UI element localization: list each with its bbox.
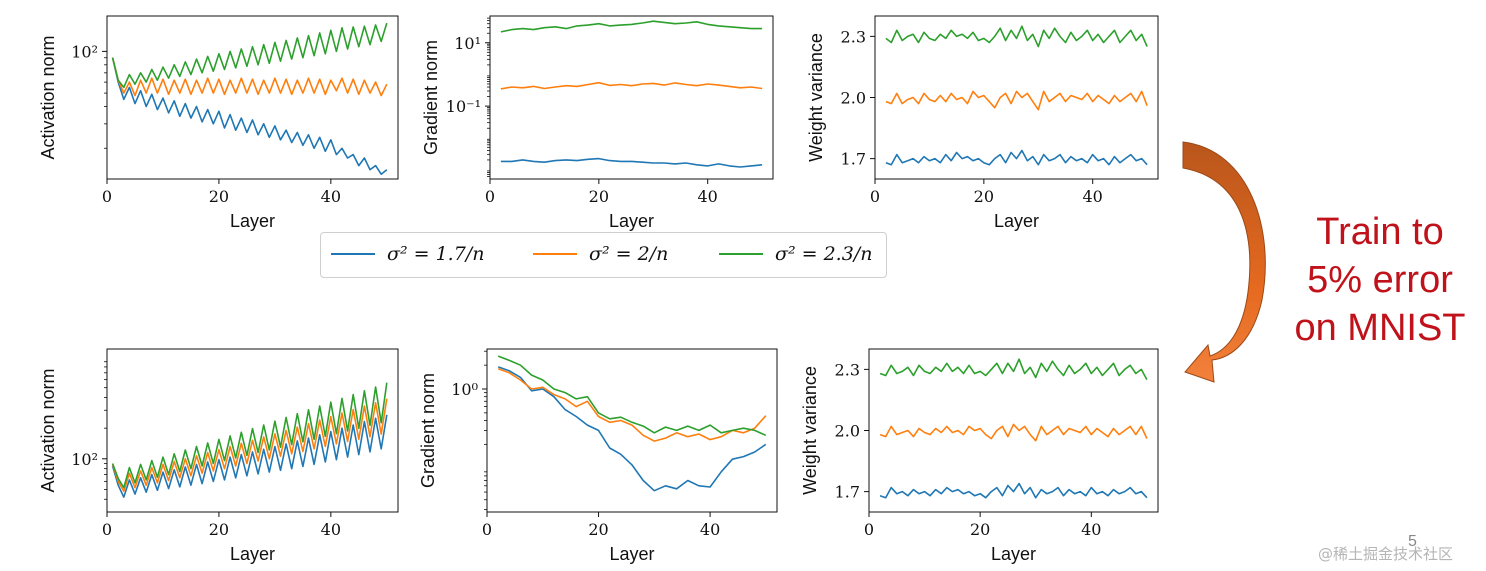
before-gradient-chart: 0 20 40 10¹ 10⁻¹ Layer Gradient norm bbox=[421, 15, 774, 231]
y-tick-label: 10¹ bbox=[454, 34, 481, 53]
legend-swatch-blue bbox=[331, 253, 375, 255]
legend-item-sigma-2: σ² = 2/n bbox=[533, 243, 668, 265]
before-gradient-series-line-1 bbox=[500, 157, 763, 168]
x-tick-label: 40 bbox=[321, 187, 341, 206]
x-tick-label: 40 bbox=[321, 520, 341, 539]
x-tick-label: 20 bbox=[974, 187, 994, 206]
legend-swatch-orange bbox=[533, 253, 577, 255]
legend-swatch-green bbox=[719, 253, 763, 255]
before-gradient-axes-frame bbox=[489, 15, 774, 180]
x-tick-label: 20 bbox=[209, 520, 229, 539]
x-tick-label: 20 bbox=[970, 520, 990, 539]
y-tick-label: 10² bbox=[71, 450, 98, 469]
x-tick-label: 0 bbox=[864, 520, 874, 539]
before-weight-y-axis-label: Weight variance bbox=[806, 33, 826, 162]
before-weight-series-line-2 bbox=[885, 90, 1148, 111]
before-activation-axes-frame bbox=[106, 15, 399, 180]
y-tick-label: 2.0 bbox=[835, 422, 860, 441]
legend-item-sigma-2-3: σ² = 2.3/n bbox=[719, 243, 872, 265]
after-activation-series-line-2 bbox=[111, 398, 388, 493]
after-weight-y-axis-label: Weight variance bbox=[800, 366, 820, 495]
before-gradient-y-axis-label: Gradient norm bbox=[421, 40, 441, 155]
x-tick-label: 40 bbox=[1083, 187, 1103, 206]
before-weight-series-line-3 bbox=[885, 25, 1148, 48]
before-activation-chart: 0 20 40 10² Layer Activation norm bbox=[38, 15, 399, 231]
after-weight-chart: 0 20 40 1.7 2.0 2.3 Layer Weight variance bbox=[800, 348, 1159, 564]
after-weight-series-line-2 bbox=[879, 423, 1148, 442]
after-activation-series-line-1 bbox=[111, 414, 388, 498]
before-activation-series-line-3 bbox=[111, 22, 388, 89]
x-tick-label: 0 bbox=[102, 187, 112, 206]
page-number: 5 bbox=[1408, 533, 1417, 550]
before-activation-x-axis-label: Layer bbox=[230, 211, 275, 231]
watermark: @稀土掘金技术社区 bbox=[1318, 545, 1454, 563]
after-gradient-chart: 0 20 40 10⁰ Layer Gradient norm bbox=[418, 348, 778, 564]
x-tick-label: 0 bbox=[102, 520, 112, 539]
y-tick-label: 1.7 bbox=[835, 483, 860, 502]
after-weight-series-line-1 bbox=[879, 482, 1148, 499]
before-weight-series-line-1 bbox=[885, 149, 1148, 166]
y-tick-label: 2.0 bbox=[841, 89, 866, 108]
x-tick-label: 40 bbox=[1081, 520, 1101, 539]
x-tick-label: 40 bbox=[700, 520, 720, 539]
train-callout: Train to 5% error on MNIST bbox=[1280, 208, 1480, 352]
before-activation-series-line-2 bbox=[111, 57, 388, 97]
x-tick-label: 20 bbox=[588, 520, 608, 539]
x-tick-label: 0 bbox=[482, 520, 492, 539]
callout-line: Train to bbox=[1316, 211, 1444, 253]
before-gradient-series-line-2 bbox=[500, 81, 763, 90]
after-weight-x-axis-label: Layer bbox=[991, 544, 1036, 564]
before-gradient-x-axis-label: Layer bbox=[609, 211, 654, 231]
before-weight-chart: 0 20 40 1.7 2.0 2.3 Layer Weight variance bbox=[806, 15, 1159, 231]
y-tick-label: 2.3 bbox=[835, 360, 860, 379]
x-tick-label: 0 bbox=[485, 187, 495, 206]
after-activation-axes-frame bbox=[106, 348, 399, 513]
before-gradient-series-line-3 bbox=[500, 20, 763, 33]
x-tick-label: 20 bbox=[589, 187, 609, 206]
x-tick-label: 40 bbox=[698, 187, 718, 206]
after-gradient-series-line-1 bbox=[497, 366, 767, 492]
callout-line: on MNIST bbox=[1294, 307, 1466, 349]
y-tick-label: 10² bbox=[71, 42, 98, 61]
after-gradient-y-axis-label: Gradient norm bbox=[418, 373, 438, 488]
before-activation-series-line-1 bbox=[111, 57, 388, 175]
after-gradient-series-line-2 bbox=[497, 368, 767, 442]
curved-arrow-icon bbox=[1182, 141, 1266, 383]
legend-label: σ² = 2.3/n bbox=[775, 243, 873, 265]
y-tick-label: 10⁻¹ bbox=[446, 97, 481, 116]
y-tick-label: 2.3 bbox=[841, 27, 866, 46]
x-tick-label: 0 bbox=[870, 187, 880, 206]
before-weight-x-axis-label: Layer bbox=[994, 211, 1039, 231]
legend-label: σ² = 2/n bbox=[589, 243, 669, 265]
callout-line: 5% error bbox=[1307, 259, 1453, 301]
x-tick-label: 20 bbox=[209, 187, 229, 206]
y-tick-label: 10⁰ bbox=[451, 380, 478, 399]
after-activation-y-axis-label: Activation norm bbox=[38, 368, 58, 492]
after-gradient-series-line-3 bbox=[497, 355, 767, 437]
after-activation-x-axis-label: Layer bbox=[230, 544, 275, 564]
legend-label: σ² = 1.7/n bbox=[387, 243, 485, 265]
y-tick-label: 1.7 bbox=[841, 150, 866, 169]
legend-item-sigma-1-7: σ² = 1.7/n bbox=[331, 243, 484, 265]
after-activation-chart: 0 20 40 10² Layer Activation norm bbox=[38, 348, 399, 564]
before-activation-y-axis-label: Activation norm bbox=[38, 35, 58, 159]
after-weight-series-line-3 bbox=[879, 358, 1148, 380]
after-activation-series-line-3 bbox=[111, 382, 388, 489]
legend: σ² = 1.7/n σ² = 2/n σ² = 2.3/n bbox=[320, 232, 887, 278]
after-gradient-x-axis-label: Layer bbox=[609, 544, 654, 564]
